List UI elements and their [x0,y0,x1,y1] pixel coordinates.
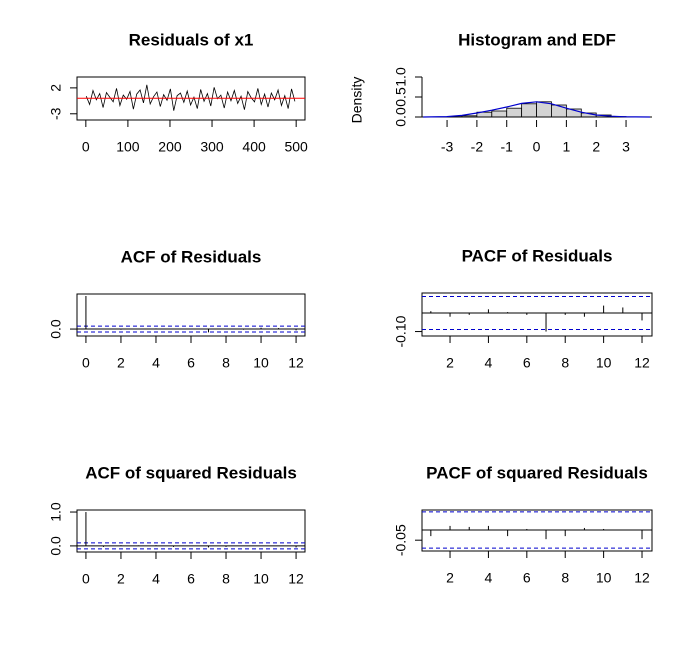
y-tick-label: 1.0 [48,502,64,522]
x-tick-label: 12 [288,355,304,371]
x-tick-label: 0 [533,139,541,155]
x-tick-label: 2 [117,571,125,587]
x-tick-label: 2 [446,570,454,586]
x-tick-label: 4 [485,355,493,371]
chart-title: Histogram and EDF [458,30,616,49]
chart-title: PACF of squared Residuals [426,463,648,482]
y-tick-label: -3 [48,107,64,120]
x-tick-label: 500 [284,139,308,155]
y-tick-label: -0.10 [393,315,409,347]
x-tick-label: -2 [471,139,484,155]
x-tick-label: 2 [592,139,600,155]
x-tick-label: 10 [253,571,269,587]
x-tick-label: 6 [187,571,195,587]
x-tick-label: 0 [82,139,90,155]
chart-title: PACF of Residuals [462,246,613,265]
x-tick-label: -1 [500,139,513,155]
x-tick-label: 0 [82,355,90,371]
x-tick-label: 6 [523,570,531,586]
y-tick-label: 0.0 [393,107,409,127]
y-tick-label: 2 [48,84,64,92]
x-tick-label: 1 [562,139,570,155]
x-tick-label: 8 [561,355,569,371]
y-tick-label: 0.0 [48,536,64,556]
x-tick-label: 100 [116,139,140,155]
x-tick-label: 3 [622,139,630,155]
x-tick-label: 8 [561,570,569,586]
x-tick-label: 300 [200,139,224,155]
x-tick-label: 10 [596,355,612,371]
x-tick-label: 200 [158,139,182,155]
x-tick-label: 0 [82,571,90,587]
chart-title: ACF of squared Residuals [85,463,297,482]
histogram-bar [507,108,522,117]
x-tick-label: 6 [187,355,195,371]
x-tick-label: 12 [288,571,304,587]
x-tick-label: 8 [222,571,230,587]
y-tick-label: 0.0 [48,319,64,339]
x-tick-label: 12 [634,570,650,586]
y-tick-label: 1.0 [393,67,409,87]
x-tick-label: 4 [485,570,493,586]
plot-box [77,294,305,336]
x-tick-label: 2 [117,355,125,371]
histogram-bar [522,104,537,117]
x-tick-label: 2 [446,355,454,371]
plot-box [422,510,652,551]
residual-line [86,85,295,111]
x-tick-label: -3 [441,139,454,155]
y-tick-label: -0.05 [393,524,409,556]
x-tick-label: 10 [596,570,612,586]
x-tick-label: 10 [253,355,269,371]
x-tick-label: 6 [523,355,531,371]
histogram-bar [492,111,507,117]
x-tick-label: 4 [152,571,160,587]
chart-title: ACF of Residuals [121,247,262,266]
x-tick-label: 4 [152,355,160,371]
histogram-bar [551,105,566,117]
y-axis-label: Density [349,77,365,124]
y-tick-label: 0.5 [393,87,409,107]
chart-title: Residuals of x1 [129,30,254,49]
x-tick-label: 400 [242,139,266,155]
x-tick-label: 8 [222,355,230,371]
x-tick-label: 12 [634,355,650,371]
